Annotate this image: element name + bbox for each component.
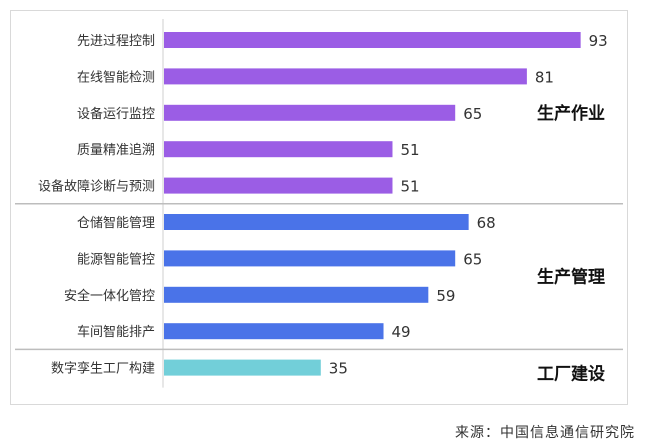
- data-label: 93: [589, 32, 608, 50]
- source-note: 来源：中国信息通信研究院: [455, 425, 635, 441]
- bar: [164, 32, 581, 48]
- bar: [164, 177, 393, 194]
- category-label: 在线智能检测: [77, 70, 155, 85]
- category-label: 质量精准追溯: [77, 142, 155, 158]
- bar: [164, 141, 393, 158]
- bar: [164, 323, 384, 340]
- data-label: 35: [329, 360, 348, 378]
- data-label: 51: [400, 178, 419, 196]
- category-label: 设备运行监控: [77, 106, 155, 122]
- bar: [164, 68, 527, 85]
- data-label: 51: [400, 141, 419, 159]
- category-label: 安全一体化管控: [64, 288, 155, 304]
- data-label: 81: [535, 68, 554, 86]
- category-label: 能源智能管控: [77, 252, 155, 267]
- bar: [164, 359, 321, 376]
- category-label: 仓储智能管理: [77, 216, 155, 231]
- category-label: 数字孪生工厂构建: [51, 361, 155, 377]
- group-label: 生产作业: [537, 103, 605, 124]
- bar-chart: 先进过程控制 93 在线智能检测 81 设备运行监控 65 质量精准追溯 51 设备故障诊断与预…: [15, 19, 623, 388]
- data-label: 65: [463, 250, 482, 268]
- data-label: 65: [463, 105, 482, 123]
- category-label: 设备故障诊断与预测: [38, 179, 155, 195]
- bar: [164, 250, 456, 267]
- chart-frame: 先进过程控制 93 在线智能检测 81 设备运行监控 65 质量精准追溯 51 设备故障诊断与预…: [10, 10, 628, 405]
- category-label: 先进过程控制: [77, 34, 155, 49]
- data-label: 59: [436, 287, 455, 305]
- bar: [164, 214, 469, 230]
- group-label: 工厂建设: [537, 364, 605, 385]
- bar: [164, 104, 456, 121]
- bar: [164, 286, 429, 303]
- data-label: 49: [392, 323, 411, 341]
- data-label: 68: [477, 214, 496, 232]
- category-label: 车间智能排产: [77, 324, 155, 340]
- group-label: 生产管理: [537, 267, 605, 288]
